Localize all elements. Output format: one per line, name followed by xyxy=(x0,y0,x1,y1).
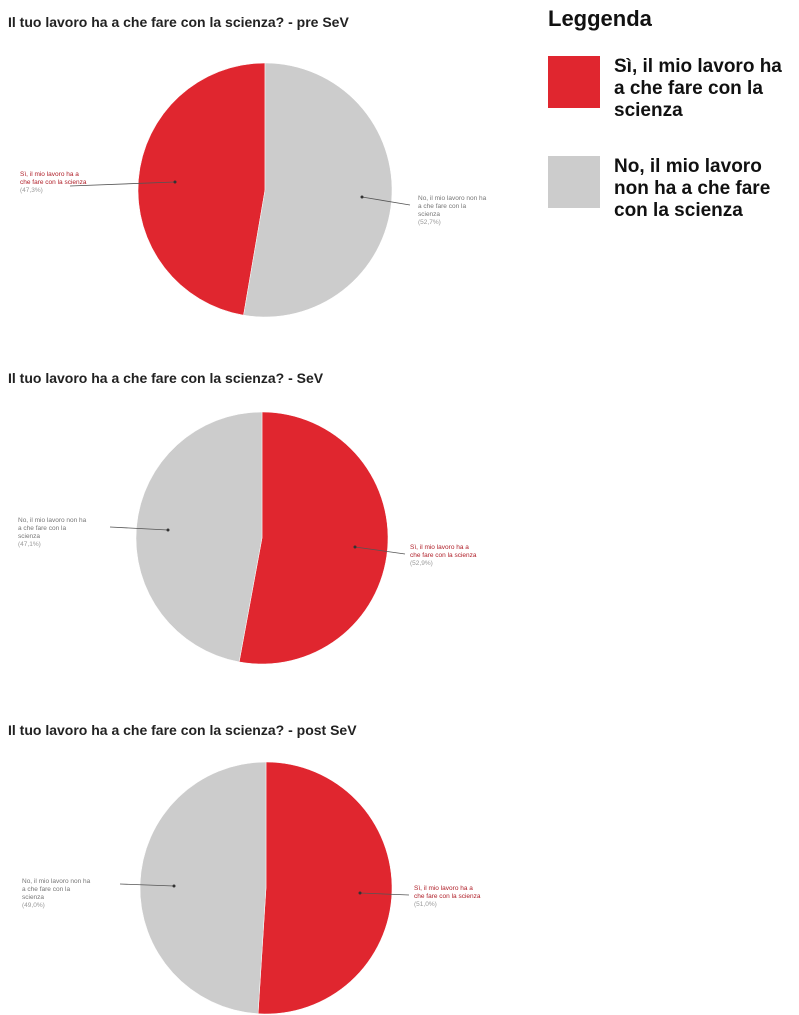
slice-label-post-yes: Sì, il mio lavoro ha a che fare con la sc… xyxy=(414,885,481,908)
leader-dot-sev-yes xyxy=(353,545,357,549)
leader-line-pre-no xyxy=(361,196,411,206)
slice-label-sev-yes: Sì, il mio lavoro ha a che fare con la sc… xyxy=(410,544,477,567)
pie-slice-post-no xyxy=(139,761,267,1015)
leader-dot-pre-no xyxy=(360,195,364,199)
leader-line-sev-yes xyxy=(354,546,406,555)
slice-label-sev-no: No, il mio lavoro non ha a che fare con l… xyxy=(18,517,87,548)
slice-label-pre-no: No, il mio lavoro non ha a che fare con l… xyxy=(418,195,487,226)
slice-label-pre-yes: Sì, il mio lavoro ha a che fare con la sc… xyxy=(20,171,87,194)
legend-swatch-no xyxy=(548,156,600,208)
pie-slice-pre-no xyxy=(243,62,393,318)
pie-slice-pre-yes xyxy=(137,62,266,316)
pie-slice-sev-no xyxy=(135,411,263,663)
legend-swatch-yes xyxy=(548,56,600,108)
chart-title-post: Il tuo lavoro ha a che fare con la scien… xyxy=(8,722,357,738)
slice-label-post-no: No, il mio lavoro non ha a che fare con l… xyxy=(22,878,91,909)
leader-line-post-no xyxy=(119,883,175,887)
legend-title: Leggenda xyxy=(548,6,652,31)
chart-title-sev: Il tuo lavoro ha a che fare con la scien… xyxy=(8,370,324,386)
leader-dot-sev-no xyxy=(166,528,170,532)
legend-item-no: No, il mio lavoro non ha a che fare con … xyxy=(548,156,794,222)
leader-dot-post-no xyxy=(172,884,176,888)
leader-line-sev-no xyxy=(109,526,169,531)
legend-label-yes: Sì, il mio lavoro ha a che fare con la s… xyxy=(614,56,782,121)
leader-line-post-yes xyxy=(359,892,410,896)
chart-title-pre: Il tuo lavoro ha a che fare con la scien… xyxy=(8,14,349,30)
leader-dot-post-yes xyxy=(358,891,362,895)
pie-slice-post-yes xyxy=(257,761,393,1015)
pie-slice-sev-yes xyxy=(238,411,389,665)
legend-item-yes: Sì, il mio lavoro ha a che fare con la s… xyxy=(548,56,794,122)
leader-dot-pre-yes xyxy=(173,180,177,184)
legend-label-no: No, il mio lavoro non ha a che fare con … xyxy=(614,156,771,221)
leader-line-pre-yes xyxy=(69,181,176,187)
